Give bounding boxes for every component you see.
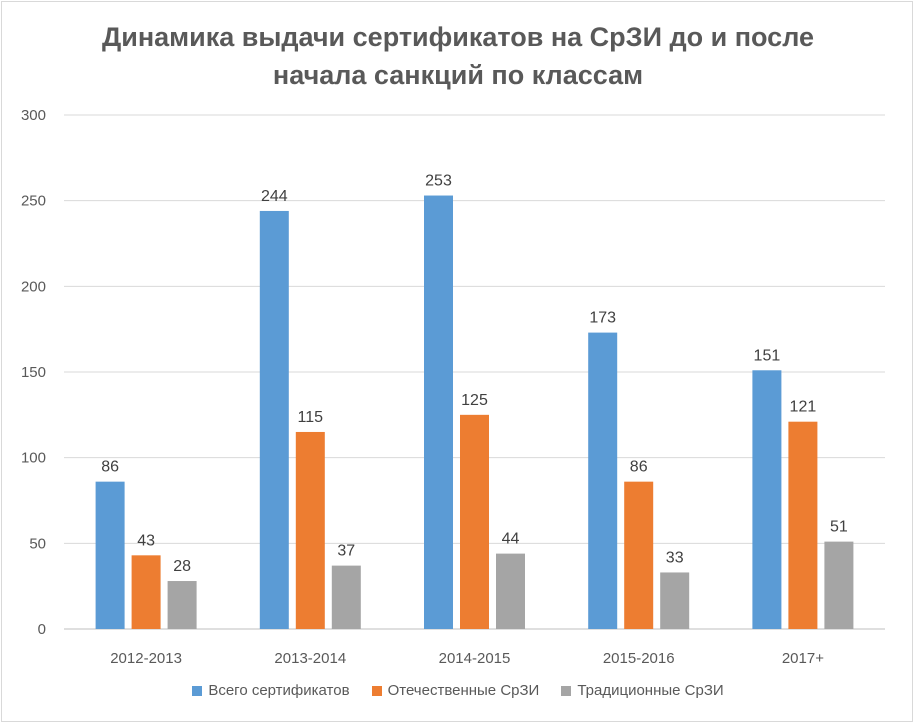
- bar: [588, 332, 618, 629]
- bar: [824, 541, 854, 629]
- chart-title: Динамика выдачи сертификатов на СрЗИ до …: [0, 18, 916, 94]
- legend-item-total: Всего сертификатов: [192, 682, 350, 699]
- data-label: 115: [298, 409, 324, 426]
- bar: [259, 210, 289, 630]
- bar: [752, 370, 782, 629]
- y-tick-label: 0: [38, 621, 46, 638]
- x-tick-label: 2015-2016: [603, 650, 675, 667]
- data-label: 37: [337, 543, 355, 560]
- legend-label-total: Всего сертификатов: [208, 682, 350, 699]
- bar: [167, 581, 197, 629]
- bar: [660, 572, 690, 629]
- data-label: 121: [790, 399, 817, 416]
- data-label: 86: [630, 459, 648, 476]
- data-label: 253: [425, 173, 452, 190]
- bar: [95, 481, 125, 629]
- legend-item-domestic: Отечественные СрЗИ: [371, 682, 540, 699]
- legend-swatch-traditional: [561, 685, 572, 696]
- y-tick-label: 200: [21, 278, 46, 295]
- chart-title-line-1: Динамика выдачи сертификатов на СрЗИ до …: [101, 22, 815, 52]
- bar: [295, 431, 325, 629]
- bar: [788, 421, 818, 629]
- data-label: 28: [173, 558, 191, 575]
- bar: [131, 555, 161, 629]
- y-tick-label: 150: [21, 364, 46, 381]
- data-label: 51: [830, 519, 848, 536]
- data-label: 43: [137, 532, 155, 549]
- x-tick-label: 2012-2013: [110, 650, 182, 667]
- bar: [460, 414, 489, 629]
- data-label: 173: [589, 310, 616, 327]
- y-tick-label: 250: [21, 193, 46, 210]
- bar: [331, 565, 361, 629]
- bar: [496, 553, 525, 629]
- x-tick-label: 2014-2015: [439, 650, 511, 667]
- data-label: 125: [461, 392, 488, 409]
- legend-swatch-total: [192, 685, 203, 696]
- chart-legend: Всего сертификатов Отечественные СрЗИ Тр…: [0, 682, 916, 699]
- bar: [624, 481, 654, 629]
- y-tick-label: 300: [21, 107, 46, 124]
- legend-swatch-domestic: [371, 685, 382, 696]
- x-tick-label: 2017+: [782, 650, 824, 667]
- data-label: 33: [666, 549, 684, 566]
- legend-item-traditional: Традиционные СрЗИ: [561, 682, 724, 699]
- data-label: 151: [754, 347, 781, 364]
- data-label: 244: [261, 188, 288, 205]
- legend-label-traditional: Традиционные СрЗИ: [577, 682, 724, 699]
- legend-label-domestic: Отечественные СрЗИ: [387, 682, 540, 699]
- bar: [424, 195, 453, 629]
- y-tick-label: 100: [21, 450, 46, 467]
- y-tick-label: 50: [29, 535, 46, 552]
- data-label: 44: [502, 531, 520, 548]
- x-tick-label: 2013-2014: [274, 650, 346, 667]
- data-label: 86: [101, 459, 119, 476]
- chart-title-line-2: начала санкций по классам: [272, 60, 644, 90]
